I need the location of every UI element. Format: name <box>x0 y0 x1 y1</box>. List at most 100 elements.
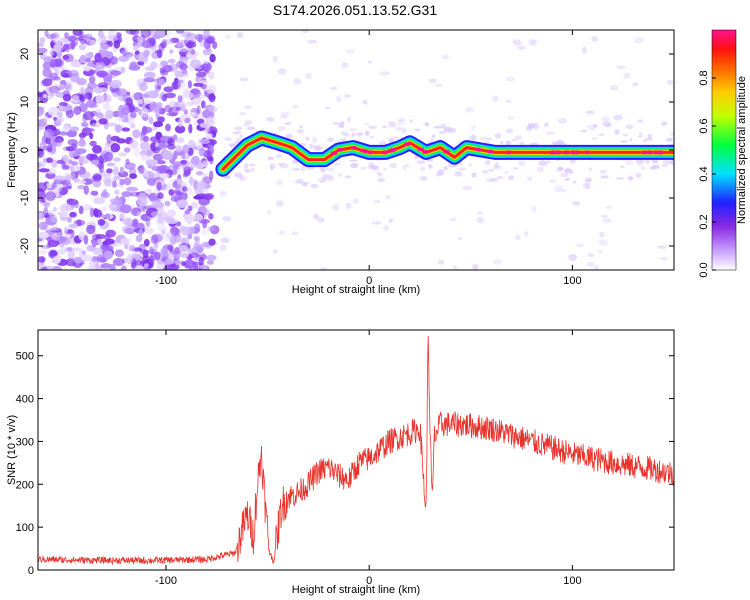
noise-blob <box>65 232 72 239</box>
noise-blob <box>76 179 87 185</box>
noise-blob <box>185 152 189 162</box>
noise-blob <box>441 54 449 60</box>
noise-blob <box>86 266 99 270</box>
noise-blob <box>533 122 539 130</box>
noise-blob <box>625 158 634 166</box>
ridge-halo-blob <box>428 164 432 169</box>
ridge-halo-blob <box>430 137 435 142</box>
noise-blob <box>129 173 138 180</box>
ridge-halo-blob <box>650 166 655 170</box>
noise-blob <box>144 227 154 235</box>
ridge-halo-blob <box>484 140 491 144</box>
noise-blob <box>81 254 93 262</box>
noise-blob <box>128 64 141 71</box>
noise-blob <box>156 160 166 165</box>
ridge-halo-blob <box>471 172 477 178</box>
noise-blob <box>206 37 214 45</box>
noise-blob <box>106 40 113 47</box>
noise-blob <box>49 58 62 67</box>
snr-ytick-label: 300 <box>16 436 34 448</box>
noise-blob <box>139 81 148 92</box>
colorbar-tick-label: 0.6 <box>698 118 710 133</box>
noise-blob <box>207 259 214 265</box>
noise-blob <box>38 231 50 239</box>
noise-blob <box>160 60 169 66</box>
noise-blob <box>173 164 179 171</box>
ridge-halo-blob <box>594 123 598 127</box>
noise-blob <box>52 232 61 242</box>
ridge-halo-blob <box>505 140 511 146</box>
noise-blob <box>307 39 318 44</box>
noise-blob <box>46 157 53 163</box>
noise-blob <box>212 41 218 49</box>
noise-blob <box>124 227 134 234</box>
ridge-halo-blob <box>387 120 396 125</box>
ridge-halo-blob <box>234 172 243 178</box>
snr-panel: -100 0 100 0 100 200 300 400 500 Height of strai… <box>6 329 675 596</box>
ridge-halo-blob <box>349 159 358 162</box>
noise-blob <box>73 106 82 115</box>
ridge-hotspot <box>487 149 494 154</box>
noise-blob <box>345 49 356 54</box>
noise-blob <box>572 180 577 184</box>
ridge-halo-blob <box>551 141 558 145</box>
noise-blob <box>193 195 203 200</box>
noise-blob <box>181 261 186 267</box>
ridge-halo-blob <box>518 160 525 166</box>
ridge-halo-blob <box>443 166 448 171</box>
noise-blob <box>396 119 404 125</box>
ridge-halo-blob <box>570 158 576 164</box>
noise-blob <box>51 182 57 189</box>
ridge-halo-blob <box>367 165 376 170</box>
noise-blob <box>83 111 94 121</box>
noise-blob <box>193 213 204 222</box>
noise-blob <box>437 259 445 265</box>
noise-blob <box>184 36 189 44</box>
noise-blob <box>94 52 102 63</box>
noise-blob <box>182 144 190 154</box>
ridge-halo-blob <box>492 165 502 170</box>
noise-blob <box>63 165 70 170</box>
noise-blob <box>80 122 89 127</box>
noise-blob <box>205 254 217 261</box>
noise-blob <box>80 86 85 93</box>
noise-blob <box>83 65 91 72</box>
noise-blob <box>201 63 210 70</box>
noise-blob <box>420 166 426 172</box>
noise-blob <box>41 78 53 87</box>
ridge-halo-blob <box>512 167 519 170</box>
noise-blob <box>195 181 206 191</box>
colorbar-gradient <box>711 29 737 271</box>
ridge-halo-blob <box>644 137 654 141</box>
ridge-halo-blob <box>234 126 242 131</box>
noise-blob <box>188 176 194 186</box>
noise-blob <box>632 82 638 87</box>
ridge-hotspot <box>330 151 338 156</box>
noise-blob <box>66 198 79 206</box>
snr-frame <box>37 329 675 571</box>
noise-blob <box>183 166 192 175</box>
noise-blob <box>528 39 537 46</box>
noise-blob <box>239 112 246 116</box>
noise-blob <box>159 173 170 179</box>
noise-blob <box>135 265 144 270</box>
noise-blob <box>98 87 108 93</box>
ridge-halo-blob <box>388 137 395 143</box>
ridge-halo-blob <box>625 124 634 129</box>
noise-blob <box>60 210 69 218</box>
ridge-hotspot <box>381 150 389 155</box>
ridge-halo-blob <box>284 121 293 126</box>
noise-blob <box>45 183 54 189</box>
noise-blob <box>166 209 177 218</box>
noise-blob <box>153 121 163 128</box>
ridge-halo-blob <box>482 171 490 174</box>
noise-blob <box>265 117 275 122</box>
noise-blob <box>46 33 57 40</box>
noise-blob <box>623 72 631 79</box>
ridge-halo-blob <box>326 137 335 142</box>
noise-blob <box>172 134 178 141</box>
noise-blob <box>185 41 197 49</box>
noise-blob <box>471 125 476 130</box>
noise-blob <box>38 160 47 167</box>
noise-blob <box>143 77 156 83</box>
